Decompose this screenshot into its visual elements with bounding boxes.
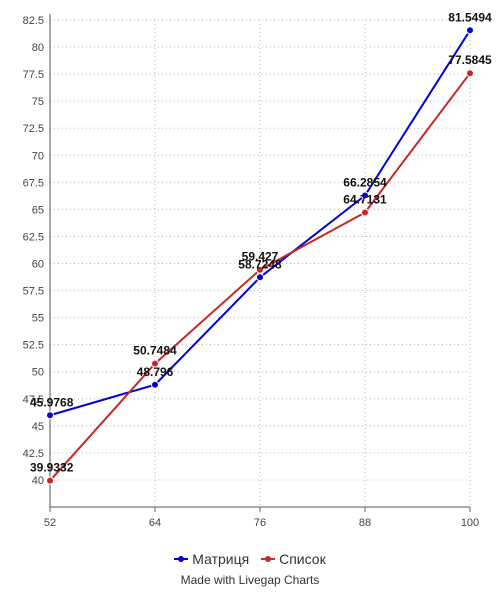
y-tick-label: 42.5 xyxy=(23,448,44,460)
data-label: 45.9768 xyxy=(30,395,74,409)
y-tick-label: 57.5 xyxy=(23,286,44,298)
y-tick-label: 62.5 xyxy=(23,231,44,243)
x-tick-label: 100 xyxy=(461,517,479,529)
data-label: 48.796 xyxy=(137,365,174,379)
y-tick-label: 75 xyxy=(32,96,44,108)
x-tick-label: 52 xyxy=(44,517,56,529)
y-tick-label: 67.5 xyxy=(23,177,44,189)
y-tick-label: 77.5 xyxy=(23,69,44,81)
data-point xyxy=(152,381,159,388)
y-tick-label: 72.5 xyxy=(23,123,44,135)
legend-swatch-icon xyxy=(174,554,188,564)
chart-credit: Made with Livegap Charts xyxy=(0,573,500,587)
legend-item-list[interactable]: Список xyxy=(261,551,326,567)
data-label: 59.427 xyxy=(242,250,279,264)
y-tick-label: 65 xyxy=(32,204,44,216)
data-point xyxy=(467,70,474,77)
chart-legend: Матриця Список xyxy=(0,551,500,567)
data-label: 39.9332 xyxy=(30,461,74,475)
legend-swatch-icon xyxy=(261,554,275,564)
data-point xyxy=(467,27,474,34)
data-label: 81.5494 xyxy=(448,10,492,24)
data-point xyxy=(257,274,264,281)
data-point xyxy=(362,209,369,216)
legend-label: Матриця xyxy=(192,551,249,567)
x-axis-ticks: 52 64 76 88 100 xyxy=(44,517,479,529)
x-tick-label: 64 xyxy=(149,517,161,529)
legend-item-matrix[interactable]: Матриця xyxy=(174,551,249,567)
data-label: 64.7131 xyxy=(343,192,387,206)
y-axis-ticks: 4042.54547.55052.55557.56062.56567.57072… xyxy=(23,15,44,487)
y-tick-label: 45 xyxy=(32,421,44,433)
y-tick-label: 80 xyxy=(32,42,44,54)
y-tick-label: 50 xyxy=(32,367,44,379)
x-tick-label: 88 xyxy=(359,517,371,529)
data-point xyxy=(47,412,54,419)
data-label: 50.7484 xyxy=(133,344,177,358)
line-chart: 4042.54547.55052.55557.56062.56567.57072… xyxy=(0,0,500,540)
y-tick-label: 82.5 xyxy=(23,15,44,27)
y-tick-label: 70 xyxy=(32,150,44,162)
y-tick-label: 60 xyxy=(32,259,44,271)
y-tick-label: 52.5 xyxy=(23,340,44,352)
data-label: 66.2854 xyxy=(343,175,387,189)
y-tick-label: 55 xyxy=(32,313,44,325)
data-labels: 45.976848.79658.724866.285481.549439.933… xyxy=(30,10,492,474)
legend-label: Список xyxy=(279,551,326,567)
y-tick-label: 40 xyxy=(32,475,44,487)
data-label: 77.5845 xyxy=(448,53,492,67)
x-tick-label: 76 xyxy=(254,517,266,529)
data-point xyxy=(47,477,54,484)
